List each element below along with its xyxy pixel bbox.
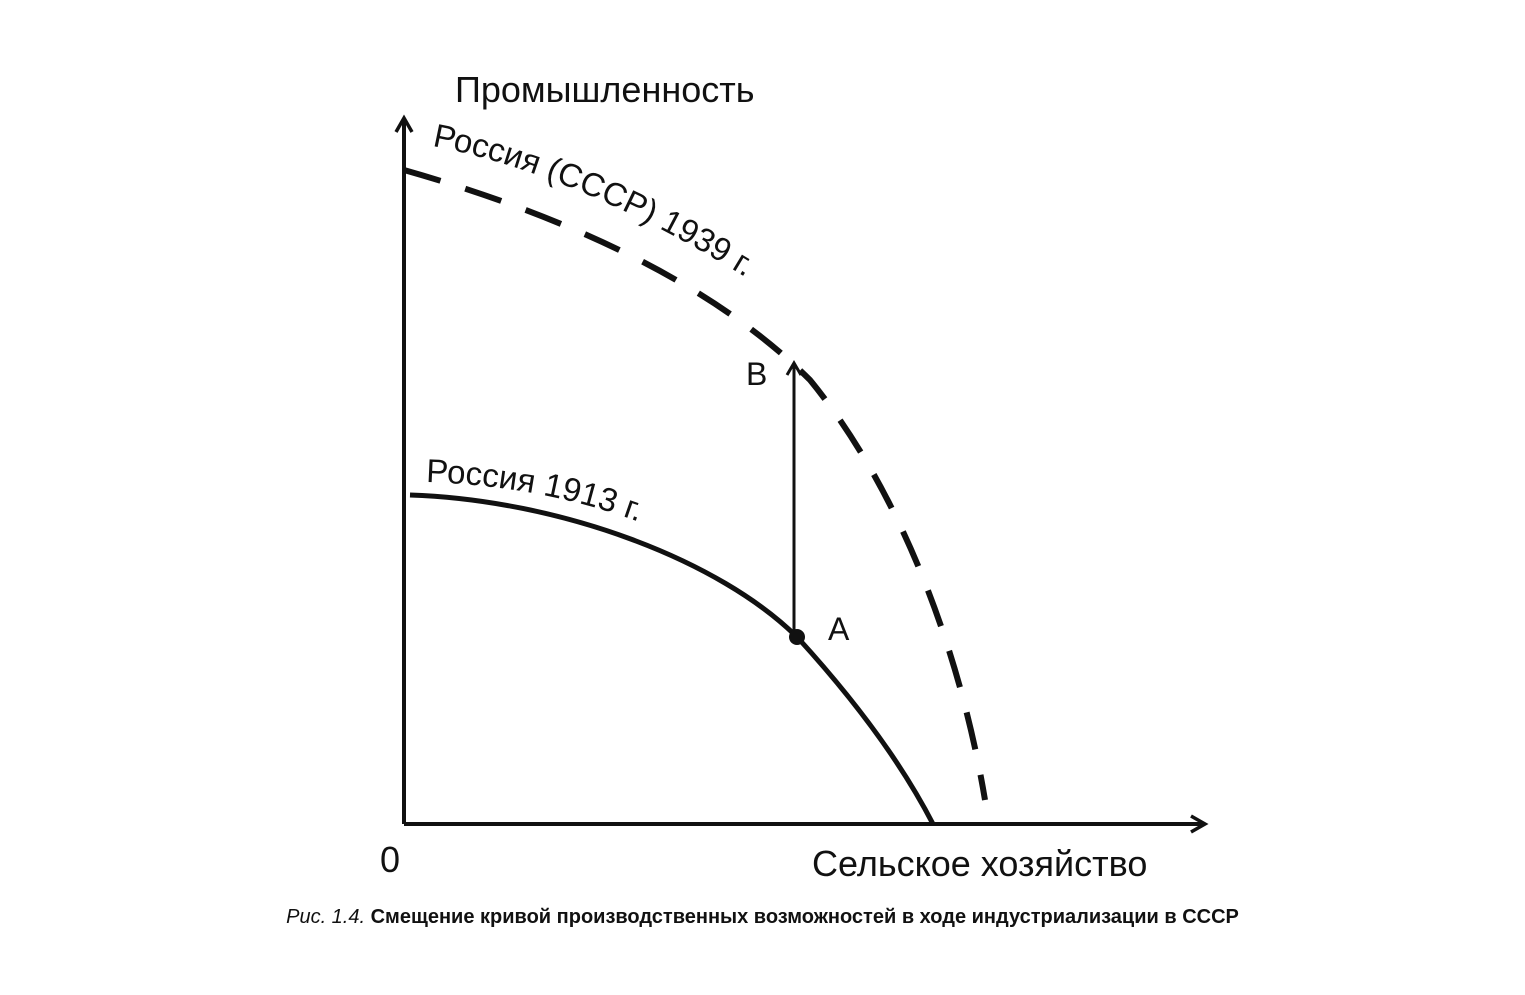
curve-1913-label: Россия 1913 г. xyxy=(426,452,649,528)
y-axis-label: Промышленность xyxy=(455,69,754,110)
x-axis-label: Сельское хозяйство xyxy=(812,843,1147,884)
origin-label: 0 xyxy=(380,839,400,880)
curve-1913 xyxy=(409,492,936,826)
point-b-label: B xyxy=(746,356,767,392)
curve-1939 xyxy=(403,167,988,801)
caption-number: Рис. 1.4. xyxy=(286,906,366,928)
figure-caption: Рис. 1.4. Смещение кривой производственн… xyxy=(0,906,1525,929)
caption-text: Смещение кривой производственных возможн… xyxy=(370,906,1239,928)
curve-1939-label: Россия (СССР) 1939 г. xyxy=(431,117,762,284)
point-a-label: A xyxy=(828,611,850,647)
point-a-marker xyxy=(789,629,805,645)
